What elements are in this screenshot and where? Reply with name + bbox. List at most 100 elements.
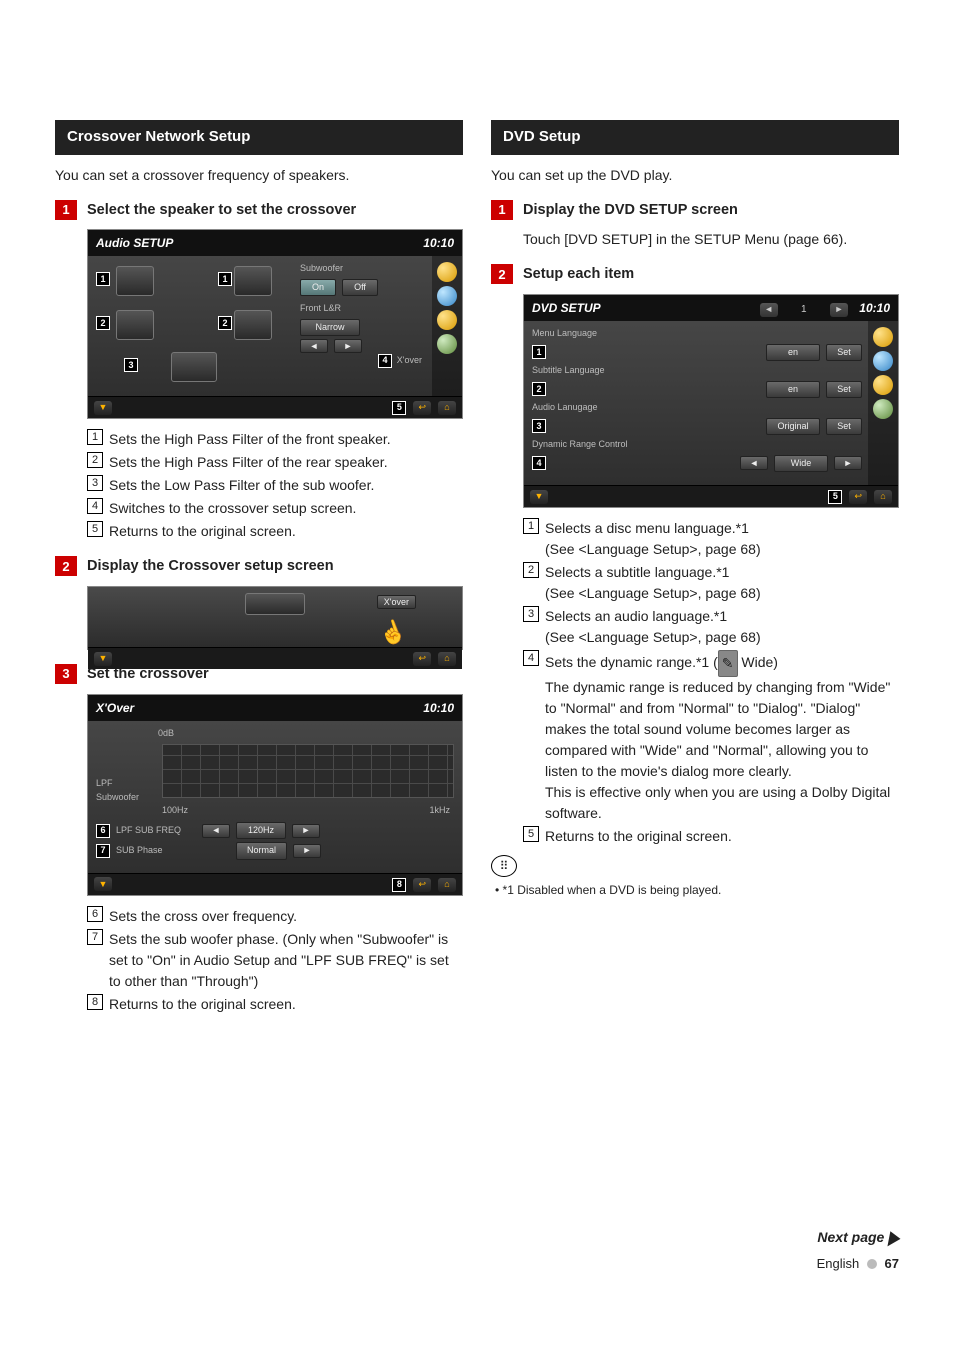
list-item: 5 Returns to the original screen. [523, 826, 899, 847]
step-number: 3 [55, 664, 77, 684]
section-title-left: Crossover Network Setup [55, 120, 463, 155]
side-icon[interactable] [873, 375, 893, 395]
list-num: 5 [87, 521, 103, 537]
footer-icon[interactable]: ⌂ [438, 878, 456, 892]
prev-arrow[interactable]: ◄ [300, 339, 328, 353]
side-icon[interactable] [437, 262, 457, 282]
screenshot-clock: 10:10 [423, 699, 454, 717]
callout: 1 [532, 345, 546, 359]
left-list-1: 1Sets the High Pass Filter of the front … [87, 429, 463, 542]
list-num: 2 [87, 452, 103, 468]
xover-label: X'over [397, 355, 422, 365]
footer-lang: English 67 [55, 1254, 899, 1274]
section-title-right: DVD Setup [491, 120, 899, 155]
list-num: 4 [87, 498, 103, 514]
row-label: Dynamic Range Control [532, 438, 862, 452]
list-text: Sets the High Pass Filter of the rear sp… [109, 452, 463, 473]
list-sub: (See <Language Setup>, page 68) [545, 541, 761, 557]
return-icon[interactable]: ↩ [413, 401, 431, 415]
footnote-text: *1 Disabled when a DVD is being played. [503, 883, 722, 897]
screenshot-clock: 10:10 [859, 301, 890, 315]
list-item: 3 Selects an audio language.*1 (See <Lan… [523, 606, 899, 648]
right-step-2: 2 Setup each item [491, 264, 899, 286]
return-icon[interactable]: ↩ [849, 490, 867, 504]
reset-icon: ✎ [718, 650, 738, 677]
footer-icon[interactable]: ▼ [94, 652, 112, 666]
right-column: DVD Setup You can set up the DVD play. 1… [491, 120, 899, 1017]
xover-button[interactable]: X'over [377, 595, 416, 609]
lpf-label: LPF [96, 777, 156, 791]
crossover-graph [162, 744, 454, 798]
screenshot-footer: ▼ ↩ ⌂ [88, 647, 462, 669]
next-arrow[interactable]: ► [293, 844, 321, 858]
row-label: Audio Lanugage [532, 401, 862, 415]
screenshot-titlebar: DVD SETUP ◄ 1 ► 10:10 [524, 295, 898, 321]
note-icon: ⠿ [491, 855, 517, 877]
return-icon[interactable]: ↩ [413, 878, 431, 892]
subwoofer-on-button[interactable]: On [300, 279, 336, 297]
step-number: 2 [491, 264, 513, 284]
next-page: Next page ▶ [55, 1227, 899, 1248]
next-arrow[interactable]: ► [334, 339, 362, 353]
next-arrow[interactable]: ► [292, 824, 320, 838]
narrow-button[interactable]: Narrow [300, 319, 360, 337]
list-text: Returns to the original screen. [545, 826, 899, 847]
list-item: 1 Selects a disc menu language.*1 (See <… [523, 518, 899, 560]
step-title: Select the speaker to set the crossover [87, 200, 356, 222]
list-text: Selects a subtitle language.*1 [545, 564, 729, 580]
row-label: Subtitle Language [532, 364, 862, 378]
list-sub: (See <Language Setup>, page 68) [545, 585, 761, 601]
footer-icon[interactable]: ⌂ [438, 401, 456, 415]
list-num: 3 [87, 475, 103, 491]
right-intro: You can set up the DVD play. [491, 165, 899, 186]
prev-arrow[interactable]: ◄ [202, 824, 230, 838]
screenshot-titlebar: Audio SETUP 10:10 [88, 230, 462, 256]
step-title: Display the Crossover setup screen [87, 556, 334, 578]
right-step-1: 1 Display the DVD SETUP screen [491, 200, 899, 222]
lpf-sub-freq-label: LPF SUB FREQ [116, 824, 196, 838]
list-sub: The dynamic range is reduced by changing… [545, 679, 890, 821]
side-icon[interactable] [873, 399, 893, 419]
footnote: • *1 Disabled when a DVD is being played… [495, 881, 899, 899]
callout-5: 5 [828, 490, 842, 504]
step-title: Display the DVD SETUP screen [523, 200, 738, 222]
footer-icon[interactable]: ⌂ [438, 652, 456, 666]
side-icon[interactable] [437, 286, 457, 306]
step-number: 2 [55, 556, 77, 576]
page-prev-icon[interactable]: ◄ [760, 303, 778, 317]
footer-icon[interactable]: ▼ [530, 490, 548, 504]
separator-dot [867, 1259, 877, 1269]
triangle-icon: ▶ [888, 1224, 899, 1251]
footer-icon[interactable]: ▼ [94, 401, 112, 415]
return-icon[interactable]: ↩ [413, 652, 431, 666]
lpf-sub-freq-value: 120Hz [236, 822, 286, 840]
list-item: 5 Returns to the original screen. [87, 521, 463, 542]
list-item: 2 Sets the High Pass Filter of the rear s… [87, 452, 463, 473]
list-item: 6Sets the cross over frequency. [87, 906, 463, 927]
callout-1a: 1 [96, 272, 110, 286]
page-next-icon[interactable]: ► [830, 303, 848, 317]
prev-arrow[interactable]: ◄ [740, 456, 768, 470]
side-icon[interactable] [873, 327, 893, 347]
screenshot-clock: 10:10 [423, 234, 454, 252]
list-text: Returns to the original screen. [109, 994, 463, 1015]
list-text: Returns to the original screen. [109, 521, 463, 542]
subwoofer-off-button[interactable]: Off [342, 279, 378, 297]
set-button[interactable]: Set [826, 381, 862, 399]
list-sub: (See <Language Setup>, page 68) [545, 629, 761, 645]
side-icon[interactable] [437, 310, 457, 330]
screenshot-audio-setup: Audio SETUP 10:10 1 1 2 2 3 [87, 229, 463, 419]
set-button[interactable]: Set [826, 418, 862, 436]
set-button[interactable]: Set [826, 344, 862, 362]
side-icon[interactable] [437, 334, 457, 354]
freq-100hz: 100Hz [162, 804, 188, 818]
callout-2b: 2 [218, 316, 232, 330]
footer-icon[interactable]: ⌂ [874, 490, 892, 504]
footer-icon[interactable]: ▼ [94, 877, 112, 891]
side-icon[interactable] [873, 351, 893, 371]
next-arrow[interactable]: ► [834, 456, 862, 470]
list-num: 7 [87, 929, 103, 945]
left-list-2: 6Sets the cross over frequency. 7Sets th… [87, 906, 463, 1015]
callout-8: 8 [392, 878, 406, 892]
freq-1khz: 1kHz [429, 804, 450, 818]
